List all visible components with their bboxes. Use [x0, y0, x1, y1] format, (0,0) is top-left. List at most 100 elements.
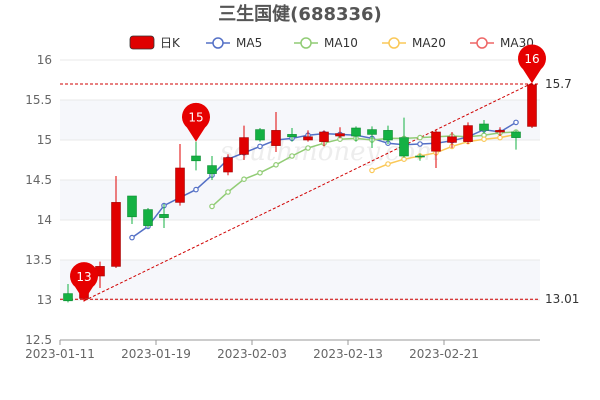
- candle: [351, 126, 361, 142]
- grid-band: [60, 260, 540, 300]
- y-tick-label: 12.5: [25, 333, 52, 347]
- legend-swatch-dot: [388, 37, 400, 49]
- legend-item-ma20: MA20: [382, 36, 446, 50]
- y-tick-label: 13.5: [25, 253, 52, 267]
- legend-item-ma5: MA5: [206, 36, 262, 50]
- candle-body: [383, 130, 393, 141]
- ma-point-ma5: [257, 143, 263, 150]
- candle-body: [255, 129, 265, 141]
- x-tick-label: 2023-01-11: [25, 347, 95, 361]
- ma-point-ma20: [481, 136, 487, 143]
- grid-band: [60, 220, 540, 260]
- markers: 13 15 16: [70, 44, 547, 301]
- candle-body: [447, 136, 457, 143]
- candle-body: [479, 123, 489, 131]
- marker-pin: [518, 44, 547, 84]
- ma-point-ma5: [513, 119, 519, 126]
- candle: [175, 144, 185, 206]
- candle: [319, 130, 329, 147]
- price-marker: 13: [70, 262, 98, 301]
- candle-body: [287, 134, 297, 138]
- candle: [127, 195, 137, 224]
- candle: [143, 208, 153, 228]
- legend-label: 日K: [160, 36, 181, 50]
- ma-point-ma10: [225, 189, 231, 195]
- legend-item-日k: 日K: [129, 35, 181, 50]
- candle: [239, 125, 249, 160]
- grid-band: [60, 180, 540, 220]
- ma-point-ma10: [209, 203, 215, 210]
- y-tick-label: 14: [37, 213, 52, 227]
- reference-line-label: 15.7: [545, 77, 572, 91]
- candle-body: [127, 195, 137, 218]
- price-marker: 15: [181, 102, 210, 142]
- x-tick-label: 2023-01-19: [121, 347, 191, 361]
- candle-body: [495, 130, 505, 133]
- marker-label: 13: [76, 270, 91, 284]
- candle: [207, 156, 217, 180]
- ma-point-ma10: [417, 134, 423, 141]
- y-tick-label: 16: [37, 53, 52, 67]
- candle-body: [175, 167, 185, 203]
- grid-bands: [60, 60, 540, 340]
- ma-point-ma20: [401, 156, 407, 163]
- candle-body: [271, 130, 281, 146]
- ma-point-ma20: [497, 134, 503, 141]
- candle: [367, 126, 377, 148]
- legend-item-ma10: MA10: [294, 36, 358, 50]
- reference-line-label: 13.01: [545, 292, 579, 306]
- ma-point-ma5: [193, 186, 199, 193]
- marker-label: 15: [188, 111, 203, 125]
- y-tick-label: 14.5: [25, 173, 52, 187]
- legend-label: MA20: [412, 36, 446, 50]
- chart-title: 三生国健(688336): [218, 3, 382, 25]
- candle-body: [207, 165, 217, 174]
- y-tick-label: 13: [37, 293, 52, 307]
- x-tick-label: 2023-02-21: [409, 347, 479, 361]
- ma-line-ma20: [371, 133, 517, 172]
- marker-label: 16: [524, 52, 539, 66]
- candle-body: [319, 131, 329, 142]
- candle: [463, 122, 473, 144]
- candle-body: [223, 157, 233, 173]
- ma-point-ma5: [417, 141, 423, 147]
- ma-point-ma10: [257, 170, 263, 176]
- candle: [431, 129, 441, 168]
- candle-body: [463, 125, 473, 142]
- candle-body: [399, 137, 409, 157]
- candle-body: [527, 84, 537, 127]
- y-tick-label: 15: [37, 133, 52, 147]
- candles: [63, 83, 537, 303]
- candle: [479, 120, 489, 134]
- candle: [527, 83, 537, 128]
- legend-label: MA5: [236, 36, 262, 50]
- candle: [111, 176, 121, 268]
- grid-band: [60, 140, 540, 180]
- candle-body: [111, 202, 121, 267]
- ma-point-ma5: [129, 234, 135, 241]
- candle: [415, 153, 425, 161]
- ma-point-ma10: [273, 162, 279, 168]
- candle-body: [335, 133, 345, 137]
- candle-body: [143, 209, 153, 226]
- ma-point-ma20: [385, 161, 391, 167]
- trendline: [83, 82, 533, 302]
- candle-body: [159, 214, 169, 218]
- grid-band: [60, 60, 540, 100]
- candle-body: [431, 131, 441, 152]
- candle-body: [239, 137, 249, 155]
- candle-body: [351, 127, 361, 137]
- y-tick-label: 15.5: [25, 93, 52, 107]
- legend-swatch: [129, 35, 155, 50]
- legend-swatch-dot: [212, 37, 224, 49]
- grid-band: [60, 100, 540, 140]
- ma-point-ma10: [241, 176, 247, 183]
- candle-body: [191, 155, 201, 162]
- candle: [335, 127, 345, 139]
- candle-body: [415, 155, 425, 158]
- marker-pin: [70, 262, 98, 301]
- candle: [511, 130, 521, 150]
- legend-swatch-dot: [300, 37, 312, 49]
- candle: [399, 117, 409, 158]
